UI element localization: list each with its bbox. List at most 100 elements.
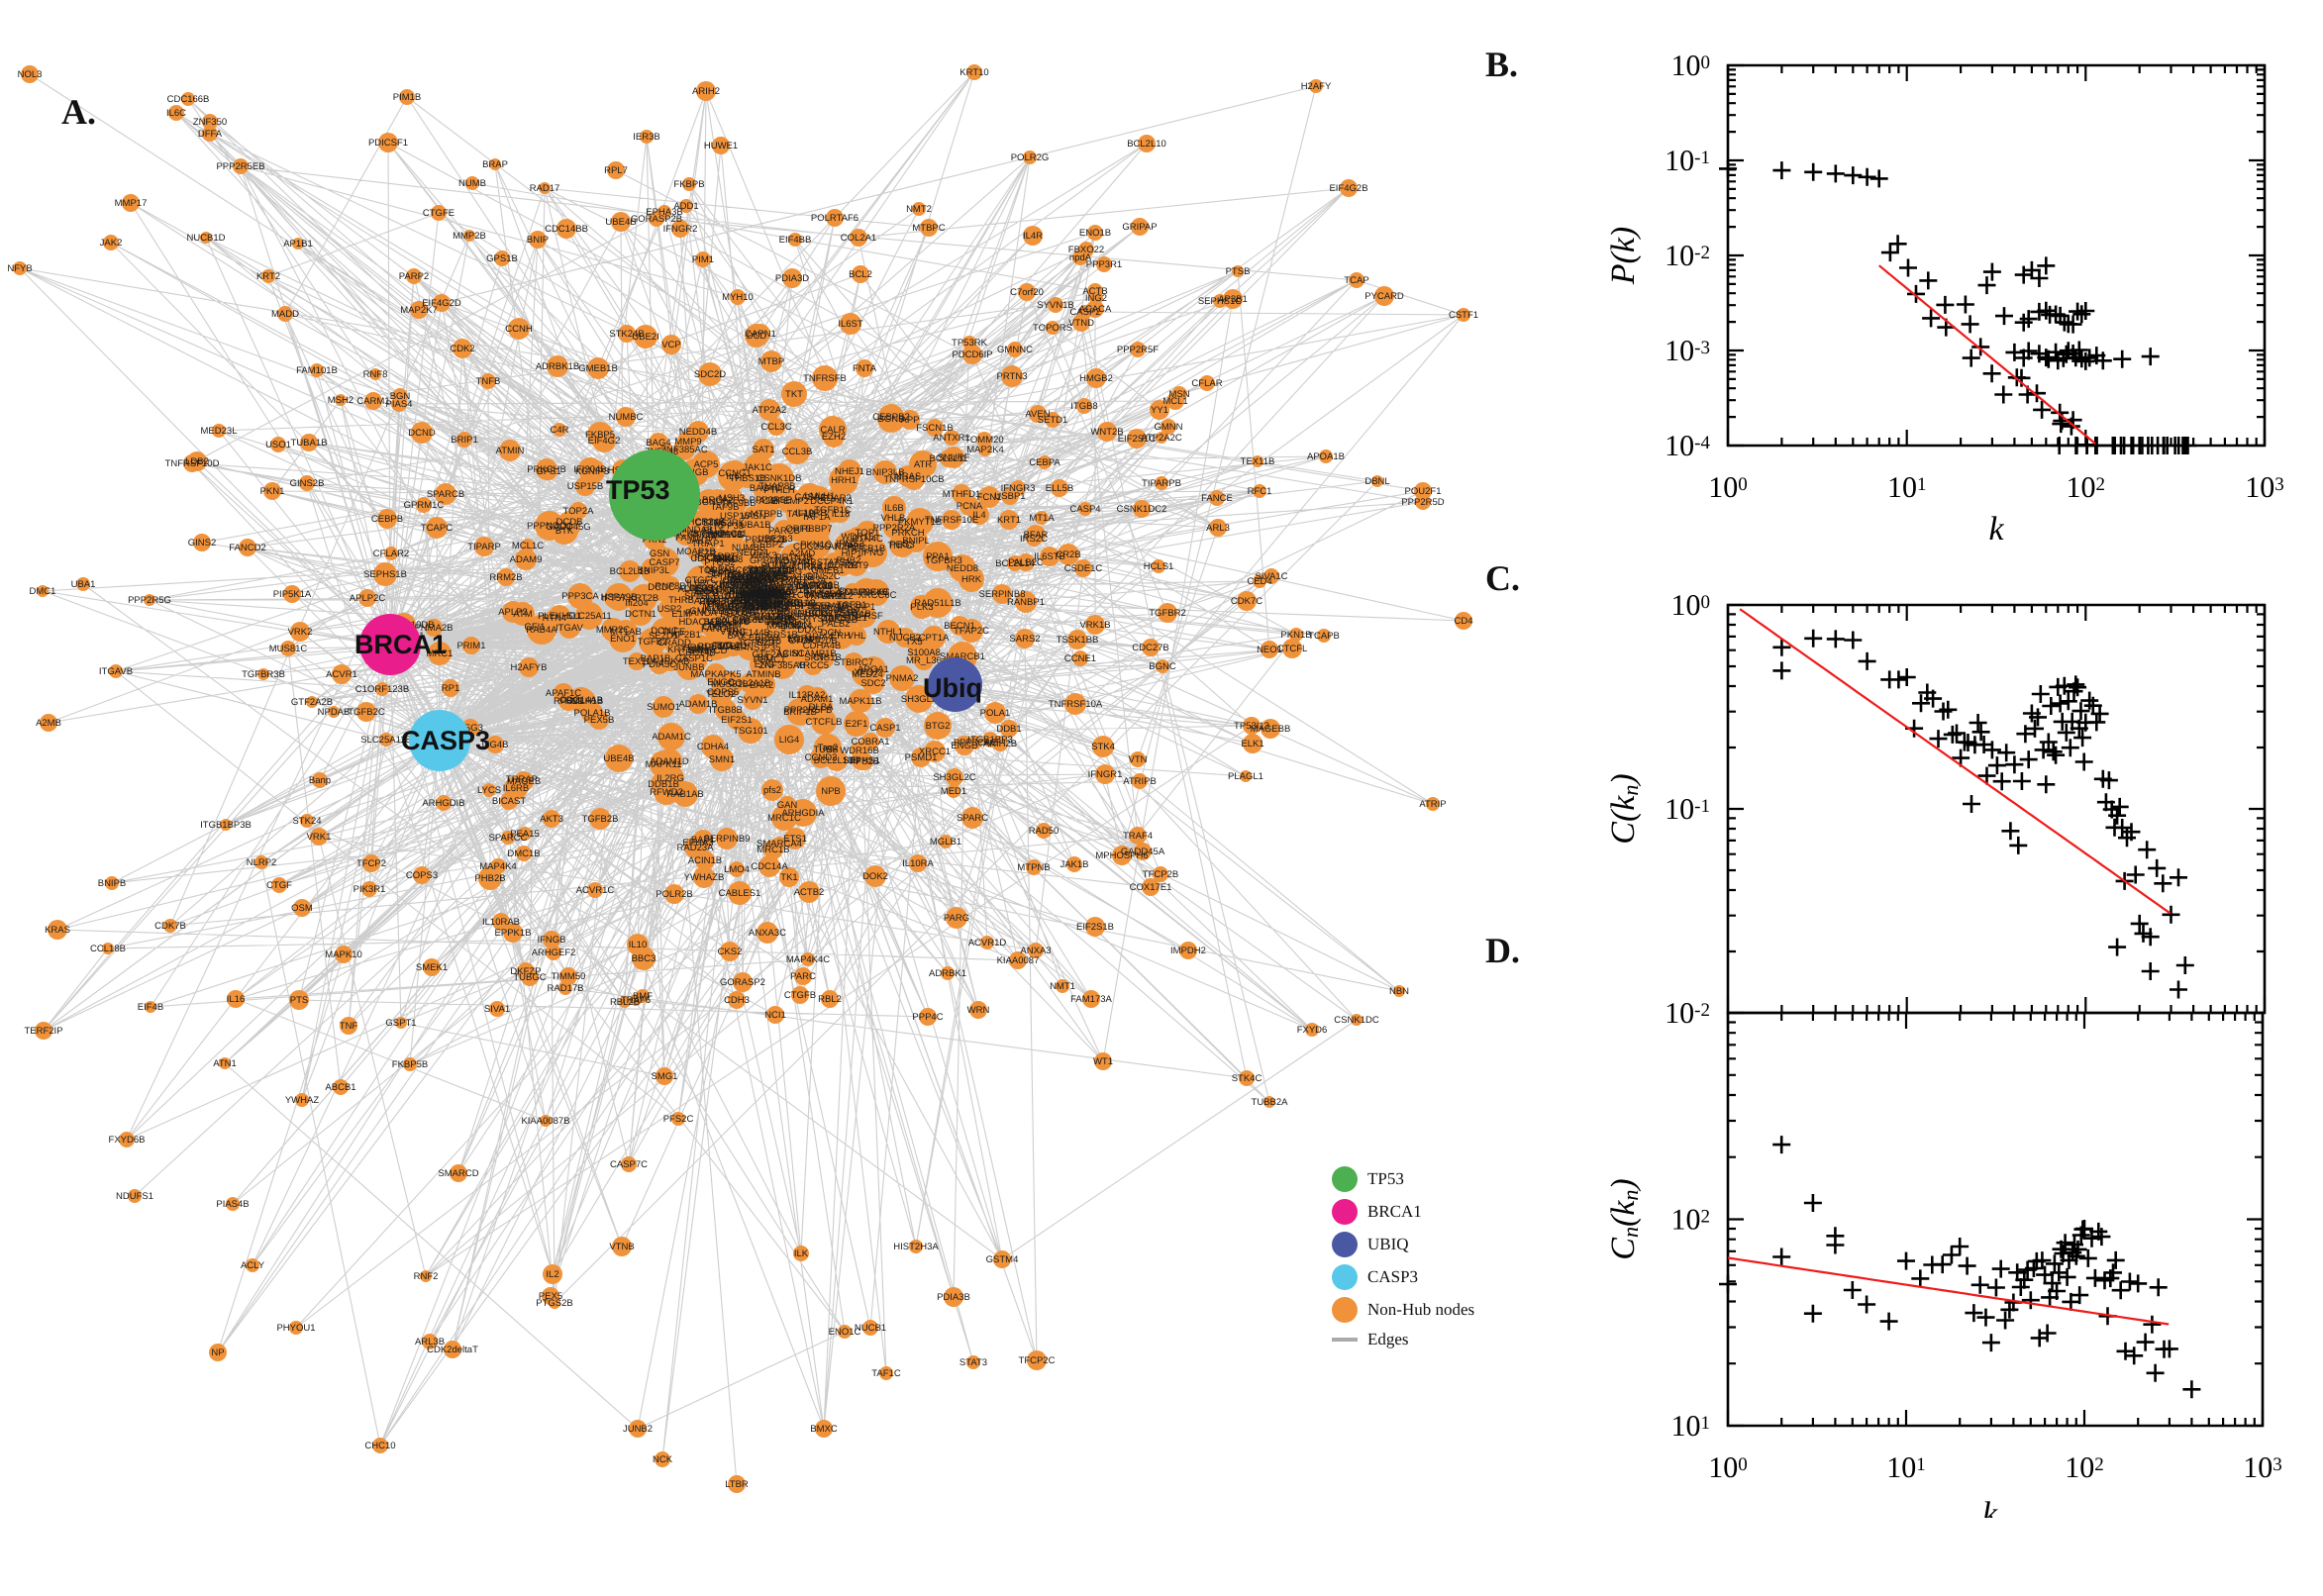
svg-text:CALR: CALR (820, 425, 845, 436)
svg-text:CTGF: CTGF (266, 880, 292, 891)
svg-text:RAD17B: RAD17B (548, 983, 584, 994)
svg-text:CARM1: CARM1 (356, 396, 389, 407)
svg-text:DKFZP: DKFZP (510, 966, 541, 977)
svg-text:CCND2: CCND2 (805, 752, 838, 763)
svg-text:IL6B: IL6B (884, 503, 904, 514)
svg-text:CASP1: CASP1 (869, 723, 900, 734)
svg-text:Banp: Banp (309, 775, 331, 786)
svg-text:BBC3: BBC3 (632, 953, 656, 964)
svg-text:SPARCB: SPARCB (427, 489, 464, 500)
svg-text:RFC1: RFC1 (1248, 486, 1272, 497)
svg-text:NFYB: NFYB (7, 263, 32, 274)
svg-text:STK24: STK24 (292, 816, 321, 827)
svg-text:PEX5B: PEX5B (584, 715, 615, 726)
svg-text:ADAM1D: ADAM1D (650, 756, 689, 767)
svg-text:HDAC11: HDAC11 (711, 529, 748, 540)
svg-text:PPP3R1: PPP3R1 (1086, 259, 1122, 270)
svg-text:CDHA4: CDHA4 (697, 742, 729, 752)
svg-text:BNIP: BNIP (527, 235, 549, 246)
svg-text:MUS81C: MUS81C (269, 644, 308, 654)
svg-text:PIK3R1: PIK3R1 (354, 884, 386, 895)
svg-text:10-1: 10-1 (1665, 793, 1710, 826)
svg-text:IFNGR2: IFNGR2 (663, 224, 698, 235)
svg-text:COPS3: COPS3 (406, 870, 438, 881)
svg-text:PHYOU1: PHYOU1 (276, 1323, 315, 1334)
svg-text:AP1B1: AP1B1 (283, 239, 313, 249)
svg-text:CCNH: CCNH (505, 324, 533, 335)
svg-text:TNF: TNF (340, 1021, 358, 1032)
svg-text:BID: BID (758, 652, 773, 663)
svg-text:PDIA3B: PDIA3B (937, 1292, 970, 1303)
svg-text:CSNK1DC2: CSNK1DC2 (1117, 504, 1167, 515)
svg-text:KRT2: KRT2 (256, 271, 280, 282)
svg-text:GSN: GSN (650, 549, 670, 559)
svg-text:HRH1: HRH1 (831, 475, 857, 486)
svg-text:CASP7C: CASP7C (610, 1159, 648, 1170)
svg-text:CEBPZB: CEBPZB (742, 633, 779, 644)
svg-text:EIF4G2B: EIF4G2B (1329, 183, 1367, 194)
svg-text:ATMIN: ATMIN (496, 446, 525, 456)
svg-text:COL2A1: COL2A1 (841, 233, 876, 244)
svg-text:103: 103 (2245, 471, 2284, 504)
svg-text:NPB: NPB (821, 786, 841, 797)
svg-text:SEPHS1C: SEPHS1C (1198, 296, 1242, 307)
svg-text:MYH10: MYH10 (722, 292, 754, 303)
svg-text:RTN4: RTN4 (543, 613, 567, 624)
svg-text:LDB2: LDB2 (185, 456, 209, 467)
svg-text:LMO4: LMO4 (724, 864, 750, 875)
svg-text:SUMO1: SUMO1 (647, 702, 680, 713)
svg-text:TFCP2B: TFCP2B (1143, 869, 1178, 880)
svg-text:IL10: IL10 (629, 940, 648, 950)
svg-text:RBL2: RBL2 (818, 994, 842, 1005)
svg-text:100: 100 (1708, 1451, 1748, 1484)
svg-text:APLP2C: APLP2C (350, 593, 386, 604)
svg-text:ATP2A2C: ATP2A2C (1141, 433, 1182, 444)
svg-text:CSTF1: CSTF1 (1449, 310, 1478, 321)
svg-text:JAK1C: JAK1C (743, 462, 772, 473)
svg-text:TIPARP: TIPARP (467, 542, 501, 552)
svg-text:BFAR: BFAR (1024, 530, 1049, 541)
svg-text:AKT3: AKT3 (540, 814, 563, 825)
svg-text:BCL2L1B: BCL2L1B (610, 566, 651, 577)
svg-text:101: 101 (1887, 471, 1927, 504)
svg-text:TEX11B: TEX11B (1241, 456, 1275, 467)
svg-text:AVEN: AVEN (1025, 409, 1050, 420)
svg-text:ADD1: ADD1 (673, 201, 698, 212)
svg-text:TRAF4: TRAF4 (1123, 831, 1153, 842)
svg-text:WRN: WRN (967, 1005, 990, 1016)
svg-text:PARG: PARG (944, 913, 969, 924)
svg-text:EIF4B: EIF4B (138, 1002, 163, 1013)
svg-text:ACLY: ACLY (241, 1260, 265, 1271)
svg-text:NOL3: NOL3 (18, 69, 43, 80)
svg-text:DFFA: DFFA (198, 129, 223, 140)
svg-text:PCNA: PCNA (957, 501, 983, 512)
svg-text:GSTM4: GSTM4 (986, 1254, 1019, 1265)
svg-text:NCI1: NCI1 (764, 1010, 786, 1021)
svg-text:FBXO22: FBXO22 (1068, 245, 1104, 255)
svg-text:SIVA1: SIVA1 (484, 1004, 510, 1015)
svg-text:CDC166B: CDC166B (167, 94, 210, 105)
svg-text:RNF2: RNF2 (414, 1271, 439, 1282)
svg-text:EIF4G2: EIF4G2 (588, 436, 621, 447)
svg-text:GPS1B: GPS1B (486, 253, 518, 264)
svg-text:NUMB: NUMB (458, 178, 486, 189)
svg-text:PPP2R5F: PPP2R5F (1117, 345, 1159, 355)
svg-text:POU2F1: POU2F1 (1405, 486, 1442, 497)
svg-text:BCL2: BCL2 (849, 269, 872, 280)
svg-text:C(kn): C(kn) (1605, 773, 1643, 844)
svg-text:PIM1: PIM1 (692, 254, 714, 265)
svg-text:IL10RA: IL10RA (902, 858, 934, 869)
svg-text:POLR2B: POLR2B (656, 889, 693, 900)
svg-text:IMPDH2: IMPDH2 (1170, 946, 1206, 956)
svg-text:MAP4K4C: MAP4K4C (786, 954, 830, 965)
svg-text:JAK2: JAK2 (100, 238, 123, 249)
svg-text:SCAMP1B: SCAMP1B (791, 648, 836, 659)
svg-text:MADD: MADD (271, 309, 299, 320)
svg-text:RNF8: RNF8 (363, 369, 388, 380)
svg-text:GRIPAP: GRIPAP (1122, 222, 1157, 233)
svg-text:MAP2K7: MAP2K7 (400, 305, 438, 316)
svg-text:HIST2H3A: HIST2H3A (893, 1242, 939, 1252)
svg-text:SNRPN: SNRPN (708, 620, 741, 631)
svg-text:TSG101: TSG101 (733, 726, 767, 737)
svg-text:TAF1C: TAF1C (871, 1368, 901, 1379)
